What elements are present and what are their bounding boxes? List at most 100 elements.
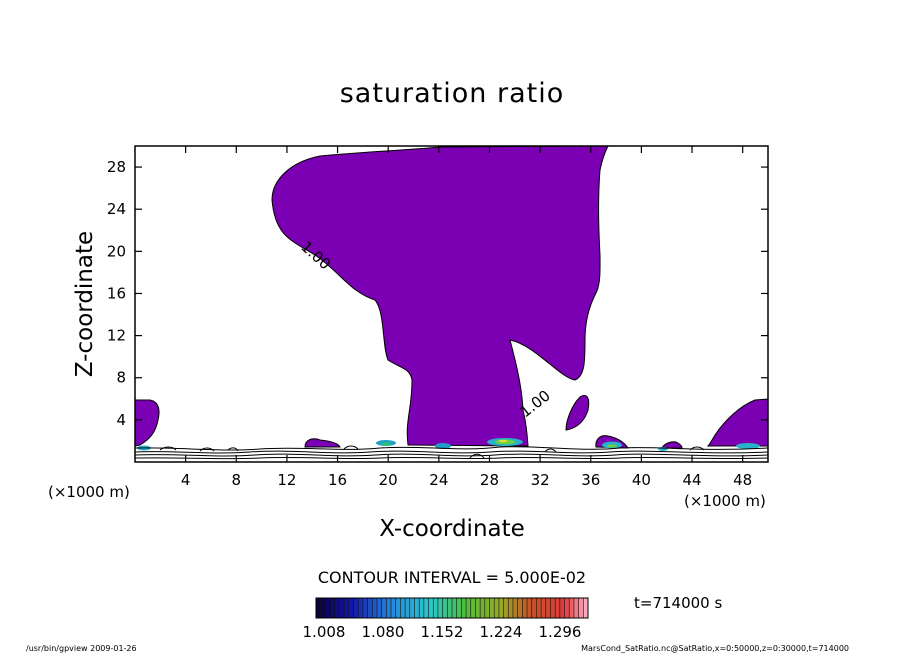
x-axis-ticks: 4 8 12 16 20 24 28 32 36 40 44 48 (181, 146, 752, 489)
x-tick-label: 24 (429, 471, 448, 489)
near-surface-contours (135, 445, 768, 460)
y-tick-label: 20 (107, 242, 126, 260)
colorbar-cell (531, 598, 537, 618)
colorbar-cell (452, 598, 458, 618)
colorbar-cell (353, 598, 359, 618)
colorbar-cell (466, 598, 472, 618)
x-tick-label: 16 (328, 471, 347, 489)
right-edge-region (706, 398, 768, 447)
colorbar-cell (423, 598, 430, 618)
colorbar-cell (517, 598, 523, 618)
colorbar-tick-label: 1.152 (421, 623, 464, 641)
colorbar-cell (437, 598, 444, 618)
colorbar-cell (578, 598, 584, 618)
y-tick-label: 28 (107, 158, 126, 176)
chart-title: saturation ratio (340, 78, 565, 109)
colorbar-tick-label: 1.224 (480, 623, 523, 641)
plot-frame (134, 145, 769, 463)
colorbar (316, 598, 589, 618)
colorbar-cell (536, 598, 542, 618)
y-tick-label: 24 (107, 200, 126, 218)
colorbar-cell (569, 598, 575, 618)
colorbar-cell (362, 598, 369, 618)
x-axis-label: X-coordinate (379, 516, 525, 542)
y-tick-label: 12 (107, 327, 126, 345)
x-tick-label: 36 (581, 471, 600, 489)
x-tick-label: 44 (682, 471, 701, 489)
y-tick-label: 8 (116, 369, 126, 387)
colorbar-cell (475, 598, 481, 618)
colorbar-cell (325, 598, 331, 618)
colorbar-cell (573, 598, 580, 618)
colorbar-cell (409, 598, 415, 618)
y-axis-ticks: 4 8 12 16 20 24 28 (107, 158, 768, 429)
x-tick-label: 28 (480, 471, 499, 489)
colorbar-cell (484, 598, 491, 618)
colorbar-cell (405, 598, 411, 618)
x-tick-label: 8 (232, 471, 242, 489)
x-tick-label: 20 (379, 471, 398, 489)
colorbar-cell (395, 598, 401, 618)
colorbar-cell (428, 598, 434, 618)
colorbar-cell (348, 598, 355, 618)
colorbar-cell (541, 598, 547, 618)
colorbar-cell (489, 598, 495, 618)
colorbar-cell (555, 598, 561, 618)
colorbar-cell (391, 598, 397, 618)
colorbar-cell (320, 598, 326, 618)
z-unit-label: (×1000 m) (48, 483, 130, 501)
colorbar-cell (334, 598, 340, 618)
colorbar-frame (315, 597, 589, 619)
contour-fill (135, 146, 768, 460)
y-axis-label: Z-coordinate (72, 231, 98, 377)
colorbar-cell (381, 598, 387, 618)
x-unit-label: (×1000 m) (684, 492, 766, 510)
colorbar-cell (358, 598, 364, 618)
colorbar-cell (480, 598, 486, 618)
colorbar-cell (316, 598, 322, 618)
colorbar-cell (330, 598, 336, 618)
small-region-13km (304, 438, 341, 448)
footer-left: /usr/bin/gpview 2009-01-26 (26, 644, 137, 653)
main-plume-region (271, 146, 609, 447)
colorbar-tick-labels: 1.008 1.080 1.152 1.224 1.296 (303, 623, 582, 641)
colorbar-cell (447, 598, 453, 618)
colorbar-cell (545, 598, 551, 618)
colorbar-cell (498, 598, 505, 618)
x-tick-label: 4 (181, 471, 191, 489)
x-tick-label: 32 (531, 471, 550, 489)
colorbar-cell (583, 598, 589, 618)
colorbar-cell (414, 598, 420, 618)
colorbar-cell (367, 598, 373, 618)
y-tick-label: 4 (116, 411, 126, 429)
colorbar-cell (433, 598, 439, 618)
colorbar-cell (456, 598, 462, 618)
colorbar-cell (503, 598, 509, 618)
colorbar-cell (376, 598, 383, 618)
colorbar-cell (461, 598, 467, 618)
colorbar-cell (512, 598, 519, 618)
colorbar-cell (508, 598, 514, 618)
colorbar-cell (559, 598, 566, 618)
colorbar-cell (470, 598, 476, 618)
x-tick-label: 48 (733, 471, 752, 489)
colorbar-cell (522, 598, 528, 618)
colorbar-cell (550, 598, 556, 618)
high-value-spots (137, 438, 760, 451)
y-tick-label: 16 (107, 284, 126, 302)
left-edge-region (135, 399, 160, 447)
colorbar-cell (494, 598, 500, 618)
right-blob-region (565, 395, 590, 431)
colorbar-tick-label: 1.008 (303, 623, 346, 641)
colorbar-cell (564, 598, 570, 618)
colorbar-cell (386, 598, 392, 618)
x-tick-label: 12 (277, 471, 296, 489)
colorbar-tick-label: 1.296 (539, 623, 582, 641)
colorbar-cell (372, 598, 378, 618)
small-region-42km (661, 441, 683, 449)
contour-interval-text: CONTOUR INTERVAL = 5.000E-02 (318, 568, 586, 587)
footer-right: MarsCond_SatRatio.nc@SatRatio,x=0:50000,… (581, 644, 849, 653)
x-tick-label: 40 (632, 471, 651, 489)
time-label: t=714000 s (634, 594, 722, 612)
